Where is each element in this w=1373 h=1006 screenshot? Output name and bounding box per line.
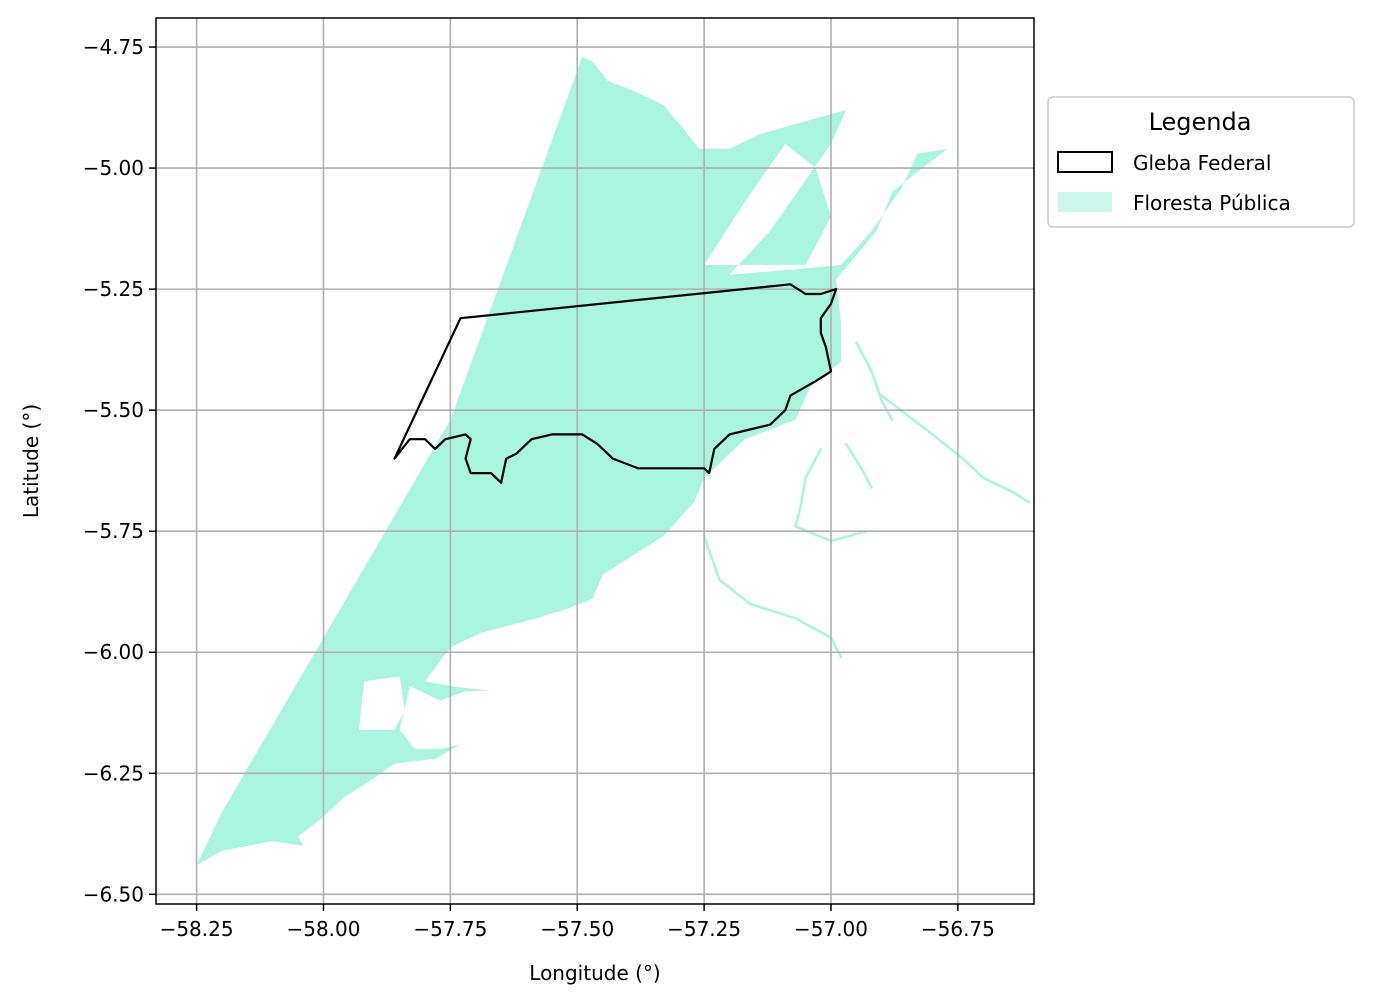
x-axis-label: Longitude (°) <box>529 961 660 985</box>
x-tick-label: −58.25 <box>160 917 234 941</box>
plot-frame <box>155 17 1035 905</box>
floresta-publica-stream <box>794 447 823 528</box>
y-tick-label: −6.50 <box>83 882 144 906</box>
floresta-publica-layer <box>196 56 1031 866</box>
y-axis: −4.75 −5.00 −5.25 −5.50 −5.75 −6.00 −6.25 −6.50 <box>83 35 156 906</box>
y-tick-label: −5.00 <box>83 156 144 180</box>
legend-title: Legenda <box>1149 108 1252 136</box>
gleba-federal-outline <box>393 283 838 484</box>
x-tick-label: −57.50 <box>540 917 614 941</box>
gleba-federal-layer <box>393 283 838 484</box>
legend-label-gleba-federal: Gleba Federal <box>1133 151 1271 175</box>
floresta-publica-area <box>196 56 948 866</box>
y-tick-label: −4.75 <box>83 35 144 59</box>
x-axis: −58.25 −58.00 −57.75 −57.50 −57.25 −57.00 −56.… <box>160 904 995 941</box>
y-tick-label: −5.75 <box>83 519 144 543</box>
floresta-publica-stream <box>844 442 873 489</box>
legend: Legenda Gleba Federal Floresta Pública <box>1047 96 1355 228</box>
y-tick-label: −5.25 <box>83 277 144 301</box>
legend-swatch-gleba-federal <box>1057 151 1113 173</box>
floresta-publica-stream <box>702 534 843 659</box>
legend-box <box>1047 96 1355 228</box>
y-tick-label: −5.50 <box>83 398 144 422</box>
y-tick-label: −6.00 <box>83 640 144 664</box>
y-axis-label: Latitude (°) <box>19 404 43 518</box>
x-tick-label: −57.75 <box>413 917 487 941</box>
legend-swatch-floresta-publica <box>1058 192 1112 212</box>
legend-label-floresta-publica: Floresta Pública <box>1133 191 1291 215</box>
plot-area <box>155 17 1035 905</box>
floresta-publica-stream <box>880 394 1031 504</box>
y-tick-label: −6.25 <box>83 761 144 785</box>
grid <box>156 18 1034 904</box>
x-tick-label: −57.25 <box>667 917 741 941</box>
x-tick-label: −58.00 <box>286 917 360 941</box>
x-tick-label: −56.75 <box>921 917 995 941</box>
x-tick-label: −57.00 <box>794 917 868 941</box>
